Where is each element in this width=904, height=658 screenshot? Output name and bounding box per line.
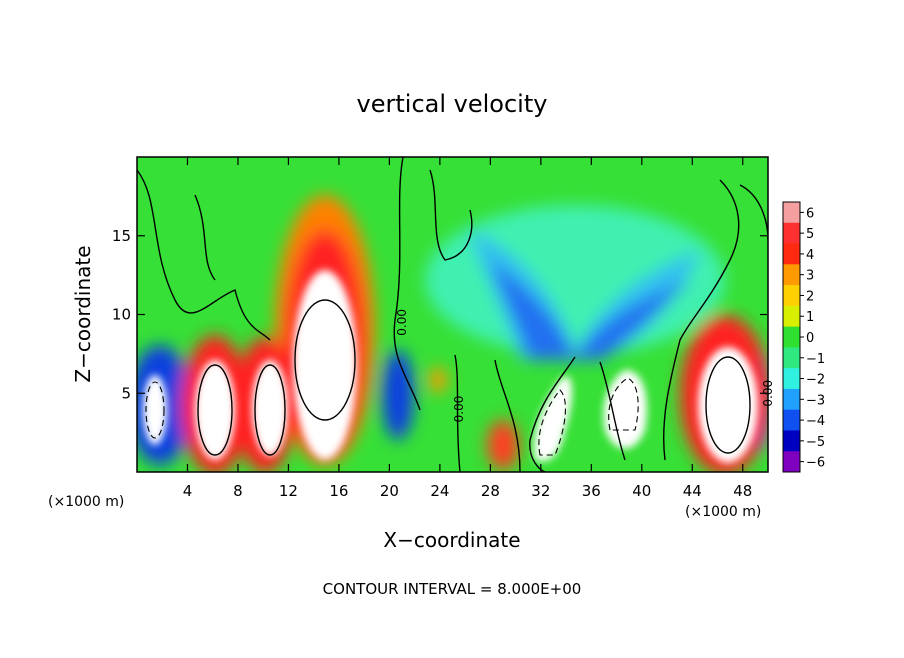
colorbar-label: −3 [806,393,825,408]
x-tick-label: 48 [733,482,752,500]
contour-neg-2 [608,377,639,431]
colorbar-label: 0 [806,331,814,346]
colorbar-label: 1 [806,310,814,325]
x-tick-label: 24 [430,482,449,500]
contour-cell-b [254,364,286,456]
contour-line-1 [137,169,271,341]
contour-neg-left [145,381,165,439]
x-axis-label: X−coordinate [383,528,520,552]
x-axis-ticks: 4 8 12 16 20 24 28 32 36 40 44 48 [183,157,752,500]
chart-title: vertical velocity [357,90,548,118]
mid-downdraft [382,350,414,440]
colorbar-label: 4 [806,248,814,263]
cell-b-core [252,360,288,456]
contour-label-1: 0.00 [395,309,409,336]
small-updraft-2 [429,367,447,393]
y-tick-label: 5 [121,384,131,402]
contour-neg-1 [538,389,566,456]
contour-label-2: 0.00 [452,396,466,423]
x-tick-label: 8 [233,482,243,500]
y-axis-ticks: 5 10 15 [112,227,768,402]
cell-a-core [195,360,235,460]
contour-line-2 [194,194,216,281]
x-tick-label: 28 [481,482,500,500]
y-tick-label: 10 [112,306,131,324]
colorbar-label: −5 [806,435,825,450]
cell-c-core [698,347,758,463]
colorbar-label: 2 [806,289,814,304]
colorbar-swatch [783,409,800,431]
contour-line-9 [454,354,461,472]
colorbar-swatch [783,222,800,245]
colorbar-label: 3 [806,269,814,284]
x-tick-label: 36 [582,482,601,500]
colorbar-swatch [783,451,800,473]
colorbar-swatch [783,326,800,348]
contour-line-10 [494,359,521,472]
colorbar-swatch [783,305,800,328]
colorbar-label: −6 [806,456,825,471]
colorbar-swatch [783,347,800,369]
colorbar: 6 5 4 3 2 1 0 −1 −2 −3 −4 −5 −6 [782,201,825,473]
colorbar-label: −2 [806,373,825,388]
colorbar-swatch [783,243,800,265]
contour-line-5 [662,179,740,461]
colorbar-label: −4 [806,414,825,429]
down-band-strong [490,260,690,360]
down-core-1 [534,376,572,462]
contour-cell-c [705,356,751,454]
x-tick-label: 40 [632,482,651,500]
velocity-field [137,157,768,472]
x-tick-label: 44 [683,482,702,500]
colorbar-label: 5 [806,227,814,242]
small-updraft [487,420,519,470]
colorbar-swatch [783,388,800,411]
contour-line-3 [393,157,421,411]
colorbar-label: −1 [806,352,825,367]
y-axis-label: Z−coordinate [71,245,95,382]
contour-line-4 [429,169,473,261]
contour-plume [294,299,356,421]
contour-line-7 [529,356,576,472]
left-core [143,375,167,445]
colorbar-label: 6 [806,206,814,221]
x-tick-label: 4 [183,482,193,500]
colorbar-swatch [783,368,800,390]
x-unit-right: (×1000 m) [685,504,761,520]
colorbar-swatch [783,430,800,452]
colorbar-swatch [783,285,800,307]
x-tick-label: 20 [380,482,399,500]
contour-interval-note: CONTOUR INTERVAL = 8.000E+00 [323,580,582,598]
contour-line-8 [599,361,626,461]
field-cores [143,270,758,463]
x-unit-left: (×1000 m) [48,494,124,510]
contour-cell-a [197,364,233,456]
x-tick-label: 16 [329,482,348,500]
x-tick-label: 32 [531,482,550,500]
plume-core [293,270,357,460]
colorbar-swatch [783,264,800,286]
colorbar-swatch [783,202,800,224]
x-tick-label: 12 [279,482,298,500]
y-tick-label: 15 [112,227,131,245]
